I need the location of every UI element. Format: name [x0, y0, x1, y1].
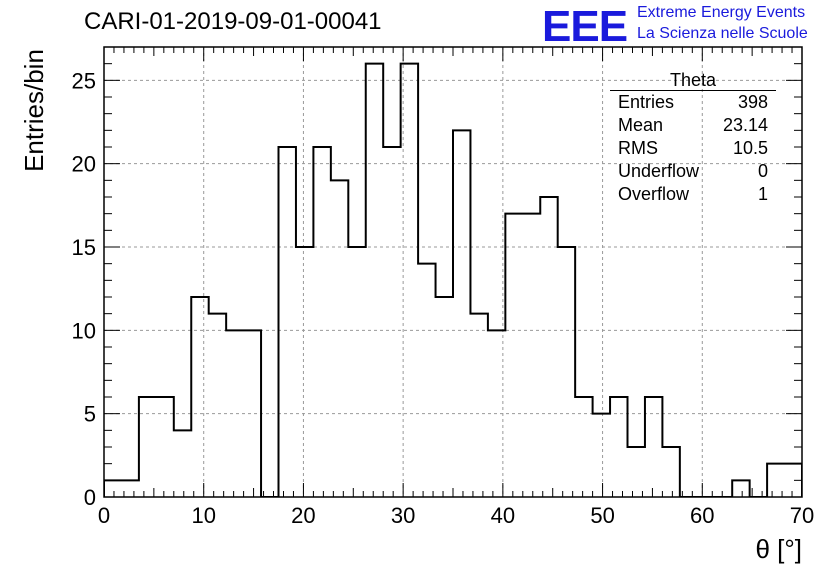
- stats-row-entries: Entries 398: [610, 91, 776, 114]
- x-tick-label: 30: [391, 503, 415, 528]
- x-tick-label: 10: [191, 503, 215, 528]
- stats-value: 398: [737, 92, 768, 112]
- stats-row-overflow: Overflow 1: [610, 183, 776, 206]
- y-tick-label: 25: [72, 68, 96, 93]
- stats-title: Theta: [610, 70, 776, 91]
- stats-label: Mean: [618, 115, 664, 135]
- histogram-series: [104, 62, 802, 497]
- stats-row-mean: Mean 23.14: [610, 114, 776, 137]
- plot-frame: [103, 46, 803, 498]
- stats-label: Overflow: [618, 184, 690, 204]
- logo-line-1: Extreme Energy Events: [637, 4, 806, 21]
- x-tick-label: 70: [790, 503, 814, 528]
- stats-box: Theta Entries 398 Mean 23.14 RMS 10.5 Underflo…: [610, 70, 776, 206]
- eee-logo: EEE: [542, 2, 628, 51]
- stats-value: 0: [757, 161, 768, 181]
- y-tick-label: 20: [72, 152, 96, 177]
- y-tick-label: 0: [84, 485, 96, 510]
- stats-value: 1: [757, 184, 768, 204]
- stats-label: Underflow: [618, 161, 700, 181]
- stats-value: 10.5: [732, 138, 768, 158]
- stats-label: RMS: [618, 138, 658, 158]
- x-tick-label: 40: [491, 503, 515, 528]
- stats-row-rms: RMS 10.5: [610, 137, 776, 160]
- x-tick-label: 0: [98, 503, 110, 528]
- y-tick-label: 15: [72, 235, 96, 260]
- logo-line-2: La Scienza nelle Scuole: [637, 25, 808, 42]
- stats-label: Entries: [618, 92, 675, 112]
- y-tick-label: 5: [84, 402, 96, 427]
- x-tick-label: 20: [291, 503, 315, 528]
- x-tick-label: 60: [690, 503, 714, 528]
- y-tick-label: 10: [72, 318, 96, 343]
- x-axis-label: θ [°]: [755, 534, 802, 564]
- stats-value: 23.14: [722, 115, 768, 135]
- stats-rows: Entries 398 Mean 23.14 RMS 10.5 Underflow 0 Over…: [610, 91, 776, 206]
- y-axis-label: Entries/bin: [18, 48, 49, 172]
- page-title: CARI-01-2019-09-01-00041: [84, 8, 382, 35]
- stats-row-underflow: Underflow 0: [610, 160, 776, 183]
- x-tick-label: 50: [590, 503, 614, 528]
